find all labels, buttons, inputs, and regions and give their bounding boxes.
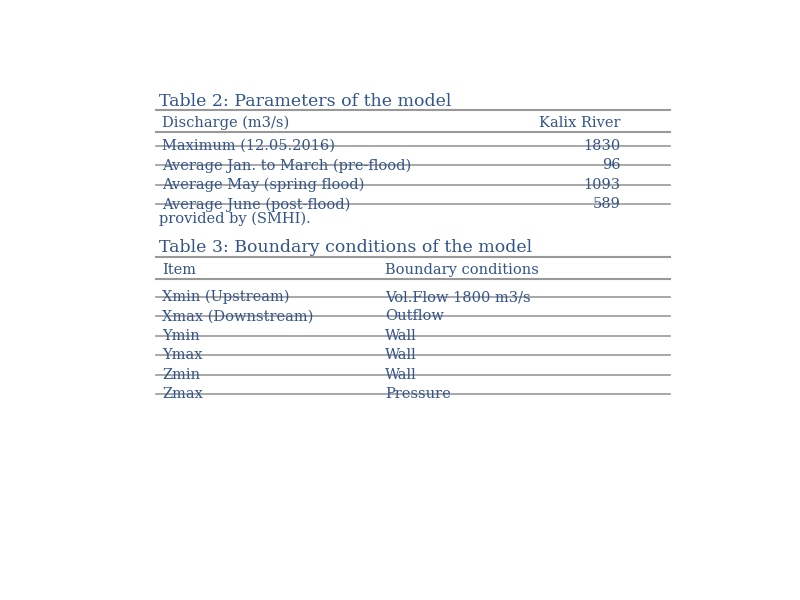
Text: Zmax: Zmax [162, 387, 203, 401]
Text: Vol.Flow 1800 m3/s: Vol.Flow 1800 m3/s [386, 290, 531, 304]
Text: Outflow: Outflow [386, 310, 444, 323]
Text: Average June (post-flood): Average June (post-flood) [162, 197, 350, 212]
Text: Average Jan. to March (pre-flood): Average Jan. to March (pre-flood) [162, 158, 411, 173]
Text: Xmin (Upstream): Xmin (Upstream) [162, 290, 290, 304]
Text: Boundary conditions: Boundary conditions [386, 263, 539, 277]
Text: Kalix River: Kalix River [539, 116, 621, 130]
Text: Table 2: Parameters of the model: Table 2: Parameters of the model [159, 93, 451, 110]
Text: Wall: Wall [386, 348, 417, 362]
Text: Ymin: Ymin [162, 329, 200, 343]
Text: Pressure: Pressure [386, 387, 451, 401]
Text: 1830: 1830 [583, 139, 621, 153]
Text: Xmax (Downstream): Xmax (Downstream) [162, 310, 314, 323]
Text: Wall: Wall [386, 329, 417, 343]
Text: 96: 96 [602, 158, 621, 172]
Text: Ymax: Ymax [162, 348, 202, 362]
Text: Item: Item [162, 263, 196, 277]
Text: 1093: 1093 [584, 178, 621, 192]
Text: provided by (SMHI).: provided by (SMHI). [159, 212, 310, 226]
Text: Wall: Wall [386, 368, 417, 382]
Text: Table 3: Boundary conditions of the model: Table 3: Boundary conditions of the mode… [159, 239, 532, 256]
Text: Average May (spring flood): Average May (spring flood) [162, 178, 364, 192]
Text: Maximum (12.05.2016): Maximum (12.05.2016) [162, 139, 335, 153]
Text: 589: 589 [593, 197, 621, 211]
Text: Discharge (m3/s): Discharge (m3/s) [162, 116, 290, 130]
Text: Zmin: Zmin [162, 368, 200, 382]
